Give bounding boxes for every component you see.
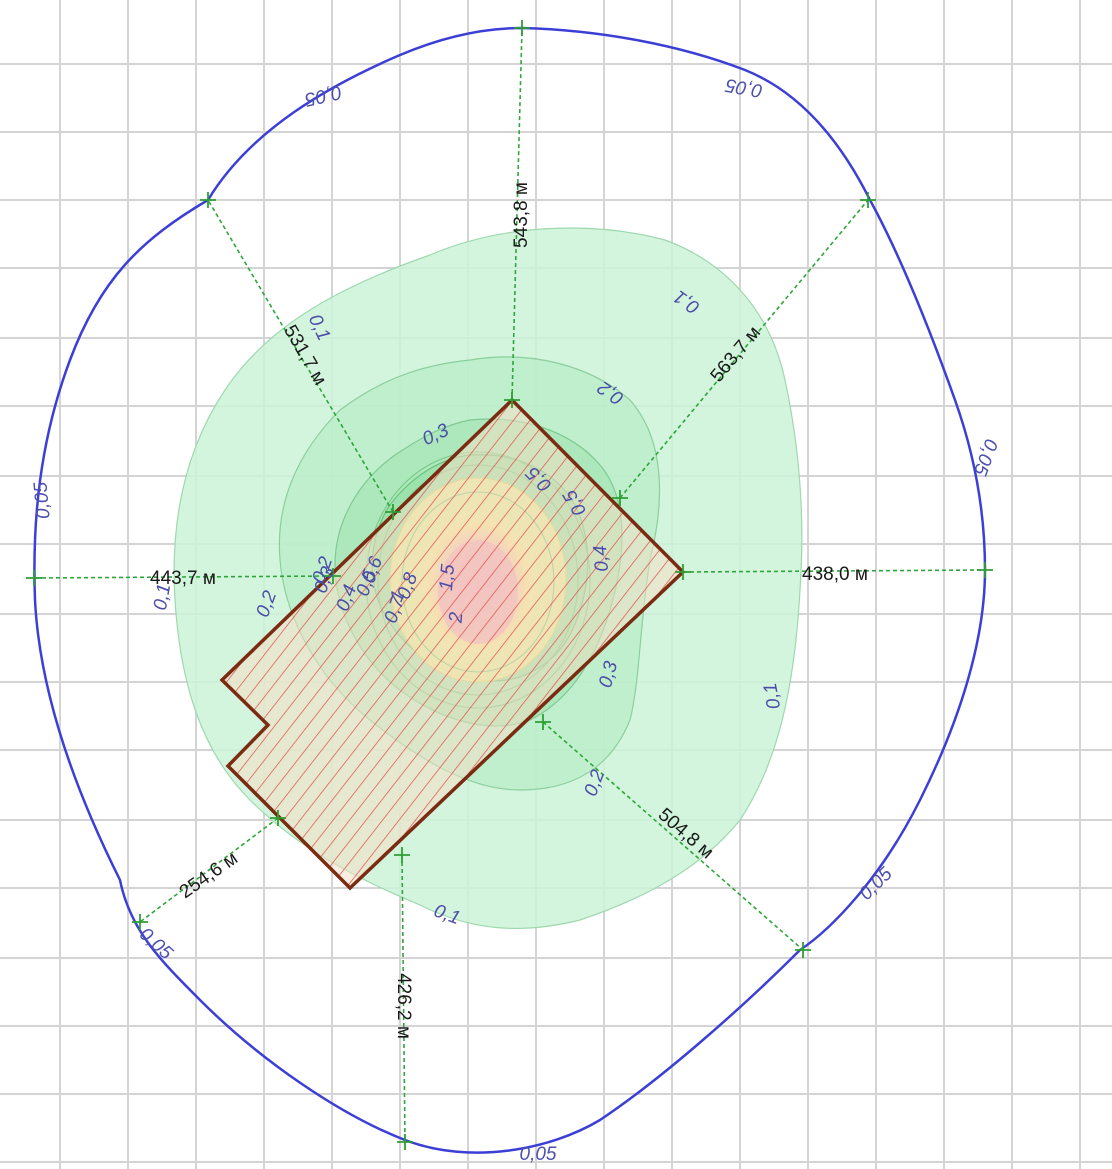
- distance-label-east: 438,0 м: [802, 564, 868, 585]
- boundary-label: 0,05: [302, 81, 343, 110]
- isoline-label: 0,4: [590, 544, 613, 572]
- distance-label-west: 443,7 м: [150, 568, 216, 589]
- isoline-label: 0,1: [760, 681, 785, 711]
- boundary-label: 0,05: [969, 436, 1002, 478]
- distance-label-north: 543,8 м: [511, 182, 532, 248]
- site-hatch: [222, 400, 683, 888]
- distance-rays: [33, 27, 986, 1143]
- boundary-label: 0,05: [724, 74, 764, 101]
- boundary-label: 0,05: [520, 1144, 557, 1165]
- ray-endpoints: [26, 20, 993, 1150]
- sanitary-zone-boundary: [33, 26, 987, 1154]
- isoline-label: 0,1: [150, 582, 175, 612]
- isoline-label: 1,5: [436, 563, 459, 592]
- distance-label-south-west: 254,6 м: [176, 848, 242, 903]
- distance-label-south: 426,2 м: [393, 973, 414, 1039]
- isoline-label: 2: [446, 611, 468, 625]
- boundary-label: 0,05: [856, 863, 897, 904]
- boundary-label: 0,05: [30, 481, 54, 520]
